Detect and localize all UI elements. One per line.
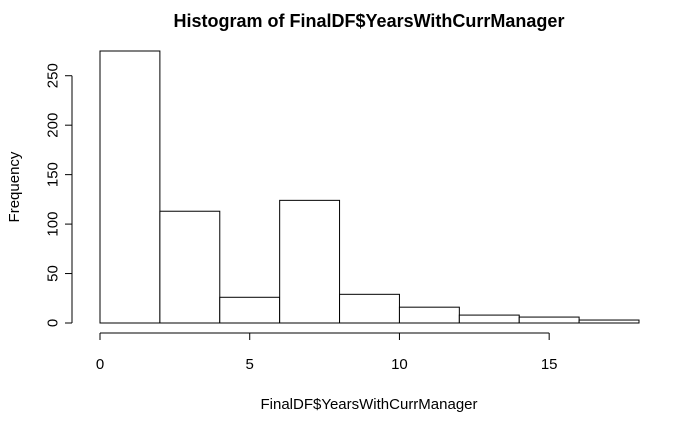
y-tick-label: 200 [45,113,62,138]
histogram-bar [458,314,520,324]
y-tick-label: 50 [45,265,62,282]
bars-group [99,50,640,324]
histogram-bar [159,210,221,324]
chart-title: Histogram of FinalDF$YearsWithCurrManage… [174,11,565,31]
y-tick-label: 150 [45,162,62,187]
y-tick-label: 250 [45,63,62,88]
histogram-bar [219,296,281,324]
histogram-bar [398,306,460,324]
histogram-bar [99,50,161,324]
x-tick-label: 5 [246,356,254,373]
histogram-bar [578,319,640,324]
x-axis: 0 5 10 15 [96,332,558,373]
y-tick-label: 0 [45,319,62,327]
y-axis: 0 50 100 150 200 250 [45,63,73,327]
histogram-bar [279,199,341,324]
histogram-bar [518,316,580,324]
x-axis-label: FinalDF$YearsWithCurrManager [260,396,477,413]
y-tick-label: 100 [45,212,62,237]
y-axis-label: Frequency [6,151,23,222]
x-tick-label: 15 [541,356,558,373]
x-tick-label: 0 [96,356,104,373]
x-tick-label: 10 [391,356,408,373]
histogram-bar [339,293,400,324]
